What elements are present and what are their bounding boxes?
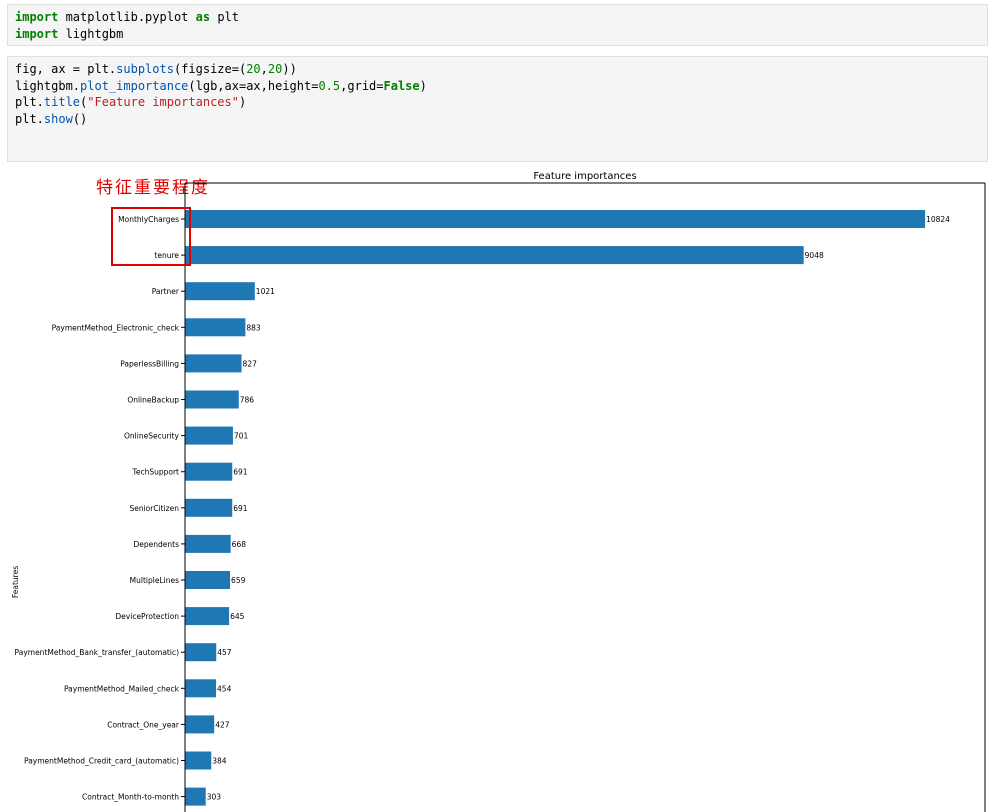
y-tick-label: PaymentMethod_Bank_transfer_(automatic) — [15, 648, 180, 657]
y-tick-label: TechSupport — [132, 468, 180, 477]
y-tick-label: MonthlyCharges — [118, 215, 179, 224]
bar-value-label: 659 — [231, 576, 246, 585]
code-token: ) — [238, 95, 247, 109]
code-token: ) — [419, 78, 427, 93]
code-token: plot_importance — [80, 78, 189, 93]
y-tick-label: DeviceProtection — [115, 612, 179, 621]
code-editor[interactable]: fig, ax = plt.subplots(figsize=(20,20)) … — [8, 57, 987, 131]
code-cell-imports[interactable]: import matplotlib.pyplot as plt import l… — [7, 4, 988, 46]
code-token: lightgbm — [58, 26, 124, 41]
code-token: 20 — [246, 62, 261, 76]
y-tick-label: tenure — [154, 251, 179, 260]
y-tick-label: SeniorCitizen — [129, 504, 179, 513]
bar-value-label: 645 — [230, 612, 245, 621]
code-editor[interactable]: import matplotlib.pyplot as plt import l… — [8, 5, 987, 46]
code-token: matplotlib.pyplot — [58, 10, 196, 24]
bar-value-label: 303 — [207, 793, 222, 802]
bar-value-label: 827 — [243, 359, 258, 368]
y-tick-label: Contract_Month-to-month — [82, 793, 179, 802]
bar — [185, 210, 926, 228]
bar-value-label: 691 — [233, 504, 248, 513]
code-token: (figsize=( — [173, 62, 247, 76]
y-tick-label: PaymentMethod_Mailed_check — [64, 684, 180, 693]
bar — [185, 282, 255, 301]
code-token: plt. — [15, 111, 44, 126]
code-token: subplots — [116, 62, 174, 76]
code-token: fig, ax = plt. — [15, 62, 117, 76]
bar-value-label: 454 — [217, 684, 232, 693]
code-token: plt. — [15, 95, 44, 109]
code-token: show — [43, 111, 73, 126]
y-tick-label: PaperlessBilling — [120, 359, 179, 368]
code-token: plt — [210, 10, 239, 24]
bar — [185, 643, 217, 662]
highlight-box — [111, 207, 191, 266]
code-token: title — [43, 95, 81, 109]
bar — [185, 534, 231, 553]
code-token: False — [383, 78, 420, 93]
bar-value-label: 883 — [246, 323, 261, 332]
bar-value-label: 691 — [233, 468, 248, 477]
bar — [185, 498, 233, 517]
y-axis-label: Features — [11, 566, 20, 598]
code-cell-plot[interactable]: fig, ax = plt.subplots(figsize=(20,20)) … — [7, 56, 988, 162]
y-tick-label: OnlineSecurity — [124, 432, 180, 441]
code-token: 20 — [267, 62, 283, 76]
code-token: , — [260, 62, 268, 76]
bar-value-label: 701 — [234, 432, 249, 441]
y-tick-label: Partner — [152, 287, 180, 296]
y-tick-label: MultipleLines — [130, 576, 179, 585]
bar-value-label: 786 — [240, 396, 255, 405]
feature-importance-chart: Feature importances 10824 MonthlyCharges 90… — [11, 171, 986, 812]
y-tick-label: OnlineBackup — [127, 396, 179, 405]
code-token: "Feature importances" — [87, 95, 239, 109]
code-token: as — [195, 10, 211, 24]
bar — [185, 751, 212, 770]
bar-value-label: 1021 — [256, 287, 275, 296]
bar — [185, 354, 242, 373]
bar — [185, 679, 217, 698]
bar — [185, 246, 804, 265]
bar-value-label: 10824 — [926, 215, 950, 224]
bar — [185, 607, 230, 626]
chart-title: Feature importances — [533, 171, 636, 182]
bar-value-label: 457 — [217, 648, 232, 657]
annotation-label: 特征重要程度 — [96, 178, 210, 198]
code-token: ( — [80, 95, 88, 109]
bar — [185, 571, 231, 589]
bar — [185, 390, 239, 409]
code-token: import — [15, 26, 59, 41]
bar — [185, 318, 246, 337]
y-tick-label: Dependents — [134, 540, 180, 549]
bar — [185, 787, 206, 806]
code-token: (lgb,ax=ax,height= — [188, 78, 319, 93]
bar-value-label: 9048 — [805, 251, 824, 260]
code-token: () — [72, 111, 88, 126]
bar — [185, 715, 215, 734]
y-tick-label: Contract_One_year — [107, 720, 180, 729]
code-token: ,grid= — [340, 78, 384, 93]
code-token: )) — [282, 62, 297, 76]
bar-value-label: 668 — [232, 540, 247, 549]
code-token: lightgbm. — [15, 78, 81, 93]
y-tick-label: PaymentMethod_Credit_card_(automatic) — [24, 757, 179, 766]
bar-value-label: 384 — [212, 757, 227, 766]
y-tick-label: PaymentMethod_Electronic_check — [52, 323, 180, 332]
bar — [185, 462, 233, 481]
code-token: import — [15, 10, 59, 24]
bar — [185, 426, 233, 445]
bar-value-label: 427 — [215, 720, 230, 729]
code-token: 0.5 — [318, 78, 341, 93]
